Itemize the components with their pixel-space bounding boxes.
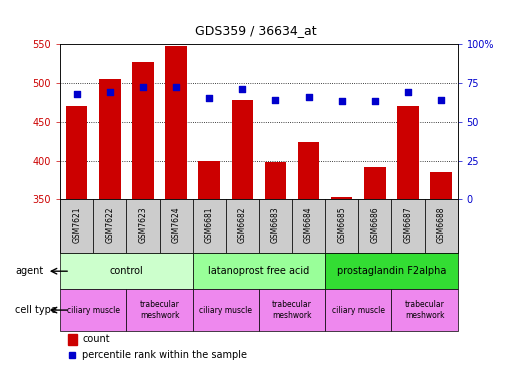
Point xyxy=(437,97,445,103)
Bar xyxy=(292,199,325,253)
Text: GSM6688: GSM6688 xyxy=(437,207,446,243)
Point xyxy=(404,89,412,95)
Bar xyxy=(127,199,160,253)
Bar xyxy=(232,100,253,199)
Text: prostaglandin F2alpha: prostaglandin F2alpha xyxy=(337,266,446,276)
Bar xyxy=(397,106,419,199)
Text: cell type: cell type xyxy=(16,305,58,315)
Text: GSM6685: GSM6685 xyxy=(337,207,346,243)
Bar xyxy=(391,290,458,331)
Bar xyxy=(198,161,220,199)
Text: GSM7621: GSM7621 xyxy=(72,207,81,243)
Bar xyxy=(325,199,358,253)
Point xyxy=(304,94,313,100)
Bar xyxy=(298,142,320,199)
Bar xyxy=(325,253,458,290)
Bar xyxy=(259,290,325,331)
Text: GSM6687: GSM6687 xyxy=(403,207,413,243)
Text: trabecular
meshwork: trabecular meshwork xyxy=(405,300,445,320)
Text: agent: agent xyxy=(16,266,44,276)
Bar xyxy=(358,199,391,253)
Point xyxy=(371,98,379,104)
Text: trabecular
meshwork: trabecular meshwork xyxy=(140,300,179,320)
Bar xyxy=(226,199,259,253)
Bar xyxy=(60,253,192,290)
Point xyxy=(271,97,280,103)
Point xyxy=(73,91,81,97)
Text: percentile rank within the sample: percentile rank within the sample xyxy=(82,350,247,361)
Bar xyxy=(259,199,292,253)
Text: ciliary muscle: ciliary muscle xyxy=(332,306,385,315)
Bar xyxy=(325,290,391,331)
Text: GSM7623: GSM7623 xyxy=(139,207,147,243)
Bar xyxy=(93,199,127,253)
Text: GSM6684: GSM6684 xyxy=(304,207,313,243)
Bar xyxy=(66,106,87,199)
Text: GSM7622: GSM7622 xyxy=(105,207,115,243)
Point xyxy=(139,85,147,90)
Bar xyxy=(364,167,385,199)
Bar xyxy=(430,172,452,199)
Text: GSM6683: GSM6683 xyxy=(271,207,280,243)
Bar xyxy=(165,46,187,199)
Bar xyxy=(265,162,286,199)
Point xyxy=(106,89,114,95)
Bar xyxy=(192,253,325,290)
Bar xyxy=(132,62,154,199)
Text: GSM6682: GSM6682 xyxy=(238,207,247,243)
Bar xyxy=(60,199,93,253)
Bar xyxy=(391,199,425,253)
Text: trabecular
meshwork: trabecular meshwork xyxy=(272,300,312,320)
Text: ciliary muscle: ciliary muscle xyxy=(199,306,252,315)
Text: ciliary muscle: ciliary muscle xyxy=(67,306,120,315)
Point xyxy=(205,96,213,101)
Point xyxy=(337,98,346,104)
Bar xyxy=(425,199,458,253)
Bar xyxy=(99,79,121,199)
Bar xyxy=(192,290,259,331)
Point xyxy=(238,86,246,92)
Text: GSM6681: GSM6681 xyxy=(204,207,214,243)
Text: GSM7624: GSM7624 xyxy=(172,207,180,243)
Text: GSM6686: GSM6686 xyxy=(370,207,379,243)
Bar xyxy=(192,199,226,253)
Bar xyxy=(160,199,192,253)
Text: control: control xyxy=(109,266,143,276)
Text: GDS359 / 36634_at: GDS359 / 36634_at xyxy=(196,24,317,37)
Text: latanoprost free acid: latanoprost free acid xyxy=(208,266,310,276)
Bar xyxy=(60,290,127,331)
Point xyxy=(172,85,180,90)
Bar xyxy=(331,197,353,199)
Bar xyxy=(127,290,192,331)
Bar xyxy=(68,334,77,345)
Text: count: count xyxy=(82,334,110,344)
